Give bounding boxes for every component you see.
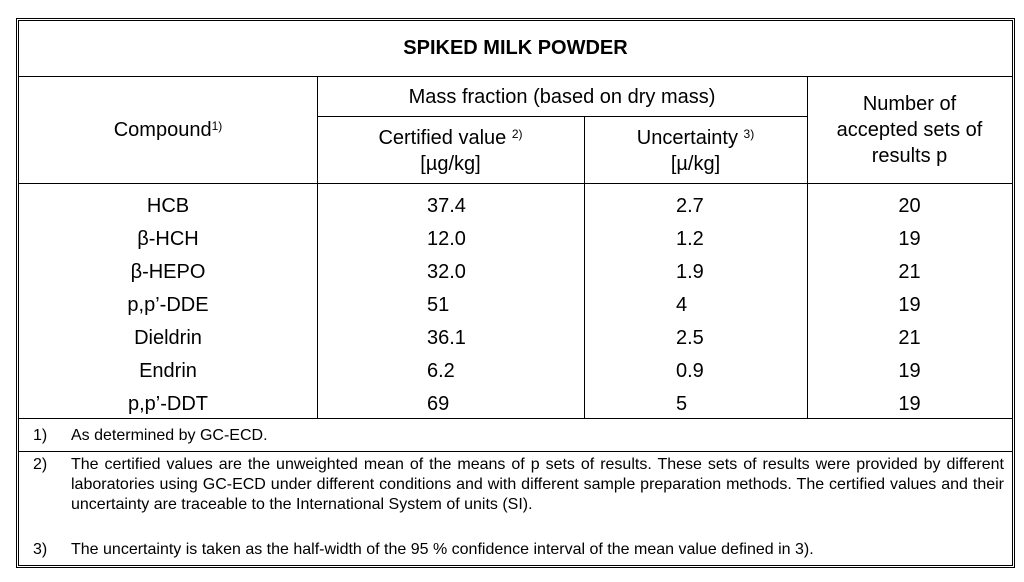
footnote-3: 3) The uncertainty is taken as the half-… (33, 540, 1004, 560)
number-of-sets-cell: 19 (898, 228, 921, 250)
compound-label: Compound (113, 119, 212, 141)
certified-unit: [µg/kg] (420, 153, 481, 175)
footnote-text: The certified values are the unweighted … (71, 456, 1004, 513)
certified-value-cell: 12.0 (427, 228, 466, 250)
uncertainty-cell: 2.5 (676, 327, 704, 349)
number-label-line1: Number of (862, 93, 957, 115)
footnote-text: As determined by GC-ECD. (71, 427, 268, 444)
compound-cell: Endrin (139, 360, 197, 382)
number-label-line3: results p (871, 145, 948, 167)
compound-footnote-ref: 1) (211, 119, 223, 133)
header-certified-value: Certified value 2) [µg/kg] (317, 125, 584, 177)
footnote-number: 1) (33, 427, 48, 444)
certified-value-cell: 6.2 (427, 360, 455, 382)
table-frame: SPIKED MILK POWDER Compound1) Mass fract… (16, 18, 1015, 568)
uncertainty-cell: 1.9 (676, 261, 704, 283)
certified-value-label: Certified value (378, 127, 507, 149)
header-bottom-line (19, 183, 1012, 184)
footnote-number: 2) (33, 456, 48, 473)
number-of-sets-cell: 19 (898, 294, 921, 316)
body-divider-2 (584, 183, 585, 418)
uncertainty-label: Uncertainty (636, 127, 738, 149)
body-divider-3 (807, 183, 808, 418)
uncertainty-footnote-ref: 3) (743, 127, 755, 141)
compound-cell: Dieldrin (134, 327, 202, 349)
number-label-line2: accepted sets of (836, 119, 983, 141)
compound-cell: p,p’-DDE (127, 294, 209, 316)
certified-footnote-ref: 2) (511, 127, 523, 141)
header-number-of-sets: Number of accepted sets of results p (807, 91, 1012, 169)
number-of-sets-cell: 19 (898, 393, 921, 415)
column-divider-1 (317, 76, 318, 183)
uncertainty-cell: 5 (676, 393, 688, 415)
number-of-sets-cell: 21 (898, 327, 921, 349)
compound-cell: p,p’-DDT (127, 393, 208, 415)
compound-cell: HCB (146, 195, 190, 217)
certified-value-cell: 36.1 (427, 327, 466, 349)
table-title: SPIKED MILK POWDER (19, 21, 1012, 77)
uncertainty-unit: [µ/kg] (670, 153, 721, 175)
body-divider-1 (317, 183, 318, 418)
uncertainty-cell: 4 (676, 294, 688, 316)
certified-value-cell: 37.4 (427, 195, 466, 217)
uncertainty-cell: 1.2 (676, 228, 704, 250)
compound-cell: β-HCH (137, 228, 199, 250)
column-divider-2 (584, 116, 585, 183)
certified-value-cell: 69 (427, 393, 450, 415)
header-subdivider (317, 116, 807, 117)
uncertainty-cell: 2.7 (676, 195, 704, 217)
column-divider-3 (807, 76, 808, 183)
uncertainty-cell: 0.9 (676, 360, 704, 382)
footnote-separator-1 (19, 451, 1012, 452)
certified-value-cell: 32.0 (427, 261, 466, 283)
footnote-text: The uncertainty is taken as the half-wid… (71, 541, 814, 558)
footnote-number: 3) (33, 541, 48, 558)
number-of-sets-cell: 19 (898, 360, 921, 382)
compound-cell: β-HEPO (130, 261, 206, 283)
footnote-2: 2) The certified values are the unweight… (33, 455, 1004, 515)
header-uncertainty: Uncertainty 3) [µ/kg] (584, 125, 807, 177)
footnote-1: 1) As determined by GC-ECD. (33, 426, 1004, 446)
body-bottom-line (19, 418, 1012, 419)
header-compound: Compound1) (19, 117, 317, 143)
header-mass-fraction: Mass fraction (based on dry mass) (408, 86, 716, 108)
number-of-sets-cell: 21 (898, 261, 921, 283)
number-of-sets-cell: 20 (898, 195, 921, 217)
certified-value-cell: 51 (427, 294, 450, 316)
